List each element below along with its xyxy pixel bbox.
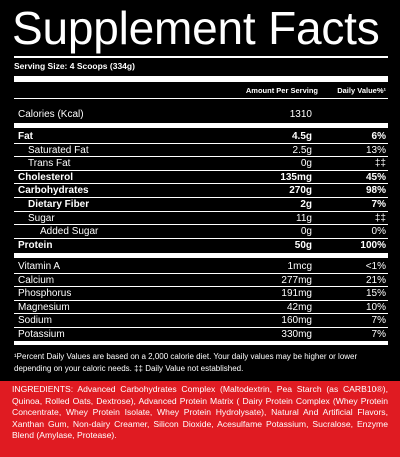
calories-divider [14,123,388,128]
ingredients-box: INGREDIENTS: Advanced Carbohydrates Comp… [0,381,400,457]
nutrient-amount: 330mg [281,329,312,340]
row-divider [14,272,388,274]
nutrient-amount: 270g [289,185,312,197]
nutrient-amount: 135mg [280,171,312,183]
nutrient-row: Calcium 277mg 21% [14,275,388,287]
nutrient-label: Protein [18,239,53,251]
nutrient-daily-value: 10% [365,301,386,313]
footnote: ¹Percent Daily Values are based on a 2,0… [14,352,358,373]
title-divider [14,56,388,58]
nutrient-amount: 50g [294,239,312,251]
panel-title: Supplement Facts [12,2,380,54]
nutrient-label: Carbohydrates [18,185,89,197]
row-divider [14,156,388,158]
mineral-divider [14,341,388,345]
nutrient-label: Vitamin A [18,261,61,272]
nutrient-amount: 4.5g [291,131,312,142]
nutrient-row: Dietary Fiber 2g 7% [14,199,388,211]
row-divider [14,237,388,239]
nutrient-row: Cholesterol 135mg 45% [14,172,388,184]
row-divider [14,142,388,144]
nutrient-daily-value: 7% [371,329,386,340]
nutrient-daily-value: 21% [365,274,386,286]
nutrient-daily-value: 45% [365,171,386,183]
nutrient-row: Protein 50g 100% [14,240,388,252]
calories-amount: 1310 [289,109,312,120]
row-divider [14,169,388,171]
nutrient-row: Fat 4.5g 6% [14,131,388,143]
nutrient-daily-value: 6% [371,131,386,142]
ingredients-heading: INGREDIENTS: [12,384,74,394]
serving-divider [14,76,388,82]
row-divider [14,299,388,301]
nutrient-row: Phosphorus 191mg 15% [14,288,388,300]
row-divider [14,183,388,185]
nutrient-daily-value: ‡‡ [374,158,386,170]
nutrient-row: Potassium 330mg 7% [14,329,388,341]
nutrient-row: Saturated Fat 2.5g 13% [14,145,388,157]
calories-row: Calories (Kcal) 1310 [14,109,388,121]
row-divider [14,327,388,328]
nutrient-row: Magnesium 42mg 10% [14,302,388,314]
nutrient-label: Trans Fat [28,158,71,170]
nutrient-daily-value: <1% [365,261,386,272]
nutrient-row: Vitamin A 1mcg <1% [14,261,388,273]
header-divider [14,98,388,99]
row-divider [14,210,388,212]
nutrient-amount: 1mcg [287,261,312,272]
amount-header: Amount Per Serving [245,86,318,95]
nutrient-label: Saturated Fat [28,144,89,156]
nutrient-label: Sugar [28,212,55,224]
nutrient-amount: 42mg [286,301,312,313]
nutrient-row: Carbohydrates 270g 98% [14,185,388,197]
nutrient-daily-value: ‡‡ [374,212,386,224]
nutrient-daily-value: 98% [365,185,386,197]
nutrient-amount: 11g [296,212,312,224]
serving-size: Serving Size: 4 Scoops (334g) [14,61,135,71]
nutrient-label: Added Sugar [40,226,99,238]
daily-value-header: Daily Value%¹ [337,86,386,95]
nutrient-label: Calcium [18,274,55,286]
nutrient-row: Sodium 160mg 7% [14,315,388,327]
nutrient-row: Trans Fat 0g ‡‡ [14,158,388,170]
nutrient-daily-value: 7% [371,199,386,210]
nutrient-amount: 277mg [281,274,312,286]
nutrient-label: Potassium [18,329,65,340]
row-divider [14,286,388,288]
nutrient-amount: 2g [300,199,312,210]
nutrient-label: Fat [18,131,33,142]
nutrient-label: Phosphorus [18,288,72,300]
nutrient-daily-value: 0% [371,226,386,238]
nutrient-daily-value: 15% [365,288,386,300]
nutrient-label: Dietary Fiber [28,199,90,210]
nutrient-amount: 0g [300,158,312,170]
nutrient-row: Sugar 11g ‡‡ [14,213,388,225]
nutrient-label: Magnesium [18,301,70,313]
macro-divider [14,253,388,258]
calories-label: Calories (Kcal) [18,109,84,120]
nutrient-daily-value: 13% [365,144,386,156]
nutrient-row: Added Sugar 0g 0% [14,226,388,238]
nutrient-amount: 0g [300,226,312,238]
row-divider [14,197,388,198]
nutrient-amount: 2.5g [292,144,312,156]
nutrient-label: Cholesterol [18,171,74,183]
nutrient-amount: 191mg [281,288,312,300]
ingredients-text: Advanced Carbohydrates Complex (Maltodex… [12,384,388,440]
nutrient-label: Sodium [18,315,52,327]
nutrient-daily-value: 100% [360,239,386,251]
nutrient-amount: 160mg [281,315,312,327]
nutrient-daily-value: 7% [371,315,386,327]
row-divider [14,313,388,315]
row-divider [14,224,388,226]
